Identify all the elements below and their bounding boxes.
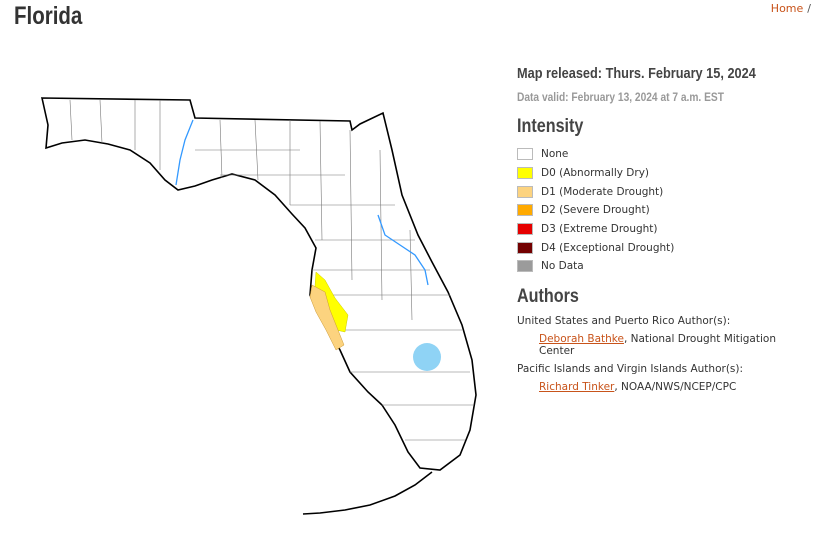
legend-swatch (517, 148, 533, 161)
legend-swatch (517, 185, 533, 198)
author-line: Richard Tinker, NOAA/NWS/NCEP/CPC (539, 381, 736, 393)
legend-item: No Data (517, 257, 674, 276)
legend-label: No Data (541, 260, 584, 273)
county-lines (69, 99, 474, 441)
legend-item: D2 (Severe Drought) (517, 201, 674, 220)
legend-swatch (517, 167, 533, 180)
authors-title: Authors (517, 286, 579, 307)
river (175, 119, 429, 286)
legend-label: D3 (Extreme Drought) (541, 223, 658, 236)
home-link[interactable]: Home (770, 2, 804, 15)
legend-label: None (541, 148, 569, 161)
breadcrumb: Home / (771, 2, 811, 15)
legend-swatch (517, 223, 533, 236)
florida-keys (302, 471, 433, 515)
author-affiliation: , National Drought Mitigation Center (539, 333, 776, 357)
legend: None D0 (Abnormally Dry) D1 (Moderate Drou… (517, 145, 674, 276)
legend-label: D0 (Abnormally Dry) (541, 167, 650, 180)
author-link[interactable]: Richard Tinker (539, 381, 615, 393)
author-affiliation: , NOAA/NWS/NCEP/CPC (614, 381, 737, 393)
author-line: Deborah Bathke, National Drought Mitigat… (539, 333, 814, 357)
data-valid: Data valid: February 13, 2024 at 7 a.m. … (517, 90, 724, 104)
legend-swatch (517, 204, 533, 217)
legend-item: D1 (Moderate Drought) (517, 182, 674, 201)
legend-swatch (517, 260, 533, 273)
breadcrumb-separator: / (807, 2, 811, 15)
legend-swatch (517, 241, 533, 254)
legend-item: D0 (Abnormally Dry) (517, 164, 674, 183)
legend-title: Intensity (517, 116, 584, 137)
author-heading: Pacific Islands and Virgin Islands Autho… (517, 363, 744, 375)
legend-item: D3 (Extreme Drought) (517, 220, 674, 239)
author-link[interactable]: Deborah Bathke (539, 333, 624, 345)
legend-label: D1 (Moderate Drought) (541, 185, 664, 198)
legend-item: None (517, 145, 674, 164)
drought-map (40, 97, 477, 515)
legend-label: D4 (Exceptional Drought) (541, 241, 675, 254)
d1-area (309, 284, 345, 351)
lake-okeechobee (413, 343, 441, 371)
page-title: Florida (14, 2, 83, 30)
legend-label: D2 (Severe Drought) (541, 204, 650, 217)
legend-item: D4 (Exceptional Drought) (517, 238, 674, 257)
map-released: Map released: Thurs. February 15, 2024 (517, 65, 756, 82)
author-heading: United States and Puerto Rico Author(s): (517, 315, 731, 327)
